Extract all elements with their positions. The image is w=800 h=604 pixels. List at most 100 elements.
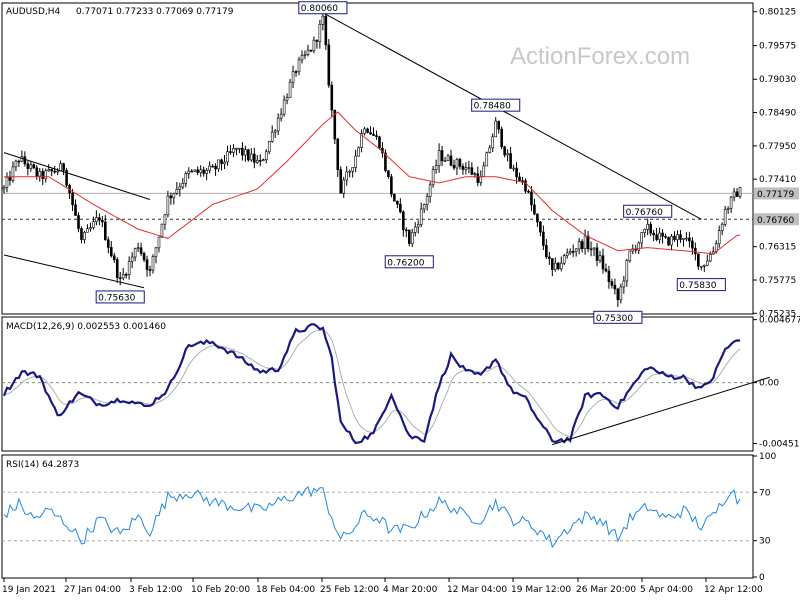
candle-body — [658, 232, 661, 240]
candle-body — [309, 49, 313, 52]
candle-body — [77, 215, 80, 229]
candle-body — [655, 234, 658, 240]
candle-body — [41, 171, 45, 179]
candle-body — [348, 170, 351, 173]
candle-body — [437, 150, 441, 167]
candle-body — [527, 190, 530, 193]
candle-body — [145, 259, 149, 270]
candle-body — [303, 54, 307, 56]
x-axis-label: 19 Mar 12:00 — [511, 585, 571, 595]
candle-body — [92, 221, 95, 228]
candle-body — [539, 221, 542, 233]
candle-body — [74, 204, 77, 216]
candle-body — [708, 253, 712, 262]
candle-body — [130, 256, 134, 262]
candle-body — [595, 247, 599, 261]
candle-body — [101, 219, 104, 223]
macd-panel: 0.004677 0.00 -0.004519 — [2, 316, 800, 450]
watermark: ActionForex.com — [510, 43, 690, 70]
candle-body — [521, 180, 524, 182]
candle-body — [235, 147, 238, 150]
candle-body — [637, 242, 641, 251]
candle-body — [291, 71, 295, 83]
candle-body — [121, 274, 125, 279]
candle-body — [440, 150, 444, 162]
rsi-line — [3, 486, 741, 549]
candle-body — [250, 153, 253, 161]
candle-body — [109, 247, 113, 257]
price-axis-label: 0.77410 — [759, 175, 796, 185]
candle-body — [318, 23, 322, 42]
candle-body — [89, 227, 92, 230]
candle-body — [443, 160, 447, 162]
candle-body — [217, 159, 220, 170]
candle-body — [682, 238, 685, 240]
candle-body — [664, 236, 667, 238]
price-annotation-box — [676, 278, 726, 292]
candle-body — [613, 284, 617, 290]
candle-body — [23, 156, 27, 165]
candle-body — [351, 167, 354, 172]
candle-body — [211, 165, 214, 168]
candle-body — [628, 250, 632, 262]
candle-body — [104, 221, 107, 241]
candle-body — [115, 259, 119, 279]
candle-body — [404, 229, 408, 232]
candle-body — [685, 237, 688, 240]
candle-body — [86, 228, 89, 233]
candle-body — [616, 288, 620, 301]
candle-body — [139, 247, 143, 254]
candle-body — [26, 163, 30, 169]
candle-body — [738, 187, 742, 197]
macd-axis-label: 0.00 — [759, 379, 779, 389]
price-axis-label: 0.75775 — [759, 276, 796, 286]
candle-body — [327, 44, 331, 86]
candle-body — [107, 239, 110, 248]
ohlc-values: 0.77071 0.77233 0.77069 0.77179 — [76, 7, 234, 17]
current-price-box — [754, 187, 799, 200]
candle-body — [488, 147, 492, 153]
candle-body — [652, 232, 655, 236]
main-panel-frame — [1, 2, 754, 315]
candle-body — [425, 196, 429, 205]
candle-body — [29, 164, 33, 169]
candle-body — [276, 117, 280, 132]
candle-body — [17, 160, 21, 163]
candle-body — [586, 235, 590, 250]
price-annotation-box — [384, 255, 434, 269]
candle-body — [553, 262, 557, 270]
candle-body — [8, 177, 12, 181]
candle-body — [571, 251, 575, 253]
candle-body — [589, 248, 593, 251]
macd-title: MACD(12,26,9) 0.002553 0.001460 — [6, 322, 166, 332]
candle-body — [282, 99, 286, 115]
candle-body — [667, 236, 670, 246]
x-axis-label: 12 Mar 04:00 — [447, 585, 507, 595]
candle-body — [44, 170, 48, 179]
candle-body — [434, 165, 438, 171]
candle-body — [455, 159, 459, 169]
candle-body — [175, 189, 179, 194]
candle-body — [324, 15, 328, 46]
candle-body — [199, 169, 202, 173]
x-axis-label: 4 Mar 20:00 — [383, 585, 438, 595]
x-axis-label: 26 Mar 20:00 — [576, 585, 636, 595]
price-axis-label: 0.80125 — [759, 8, 796, 18]
candle-body — [583, 235, 587, 250]
candle-body — [661, 232, 664, 237]
candle-body — [285, 97, 289, 101]
candle-body — [133, 248, 137, 258]
x-axis-label: 10 Feb 20:00 — [191, 585, 250, 595]
candle-body — [127, 261, 131, 275]
candle-body — [241, 147, 244, 156]
candle-body — [2, 187, 6, 190]
price-annotation-label: 0.76200 — [387, 258, 424, 268]
candle-body — [238, 147, 241, 150]
candle-body — [11, 166, 15, 181]
candle-body — [255, 159, 259, 163]
candle-body — [622, 280, 626, 288]
candle-body — [464, 167, 468, 170]
price-annotation-box — [95, 290, 145, 304]
candle-body — [56, 170, 59, 173]
support-price-box — [754, 213, 799, 226]
